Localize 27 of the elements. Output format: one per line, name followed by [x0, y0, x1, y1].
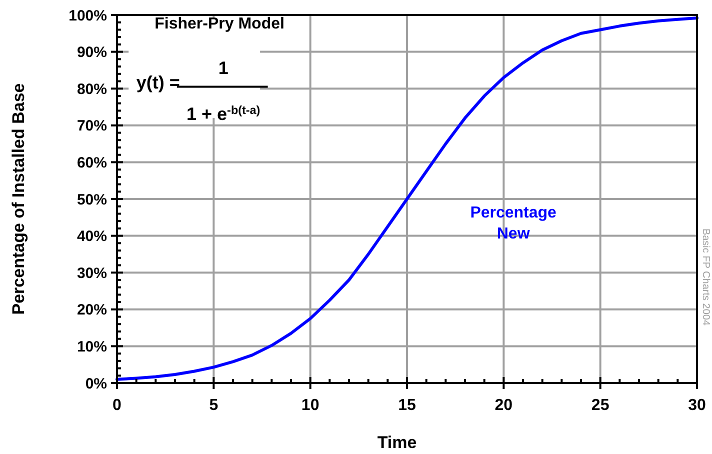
x-tick-label: 15	[398, 397, 416, 414]
annotation: 1 + e$^{-b(t-a)}$	[186, 103, 260, 124]
annotation: 1	[218, 58, 228, 78]
text: Percentage New	[470, 204, 557, 242]
x-axis-title: Time	[377, 433, 417, 452]
x-tick-label: 20	[494, 397, 513, 414]
x-tick-label: 30	[688, 397, 706, 414]
y-tick-label: 60%	[76, 154, 107, 172]
y-tick-label: 20%	[76, 302, 107, 319]
y-tick-label: 10%	[76, 338, 107, 356]
x-tick-label: 25	[591, 397, 610, 414]
y-tick-label: 40%	[76, 228, 107, 246]
y-tick-label: 80%	[76, 80, 107, 98]
y-tick-label: 100%	[68, 7, 107, 24]
y-tick-label: 30%	[76, 264, 107, 282]
x-tick-label: 0	[112, 397, 122, 414]
annotation: Fisher-Pry Model	[154, 15, 284, 32]
x-tick-label: 5	[209, 397, 218, 414]
text: Basic FP Charts 2004	[700, 228, 711, 326]
x-tick-label: 10	[301, 397, 320, 414]
y-tick-label: 90%	[76, 44, 107, 62]
y-axis-title: Percentage of Installed Base	[9, 83, 28, 315]
y-tick-label: 0%	[85, 375, 107, 392]
y-tick-label: 70%	[76, 118, 107, 135]
annotation: y(t) =	[136, 72, 180, 93]
line-series	[116, 16, 698, 381]
y-tick-label: 50%	[76, 191, 107, 208]
